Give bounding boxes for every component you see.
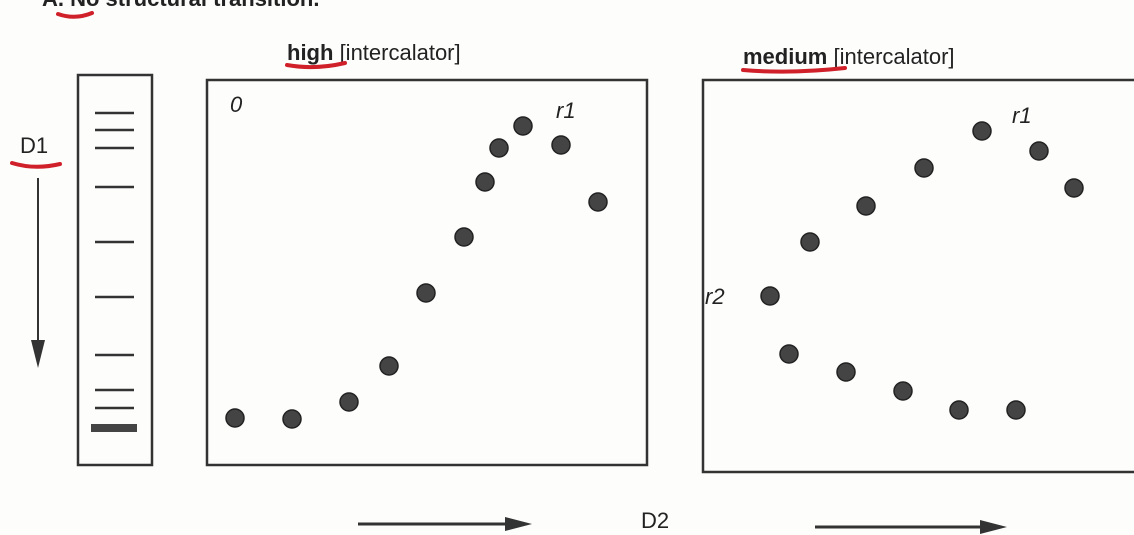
gel-lane (78, 75, 152, 465)
spots (226, 117, 1083, 428)
panel-title-text: [intercalator] (340, 40, 461, 65)
panel-title: medium [intercalator] (743, 44, 955, 69)
spot (552, 136, 570, 154)
point-label: 0 (230, 92, 243, 117)
spot (1030, 142, 1048, 160)
d1-arrowhead (31, 340, 45, 368)
bands (91, 113, 137, 432)
spot (490, 139, 508, 157)
spot (801, 233, 819, 251)
band (91, 424, 137, 432)
spot (761, 287, 779, 305)
panel-title: high [intercalator] (287, 40, 461, 65)
panel-emphasis: medium (743, 44, 827, 69)
spot (283, 410, 301, 428)
panel-frame (703, 80, 1134, 472)
spot (837, 363, 855, 381)
spot (915, 159, 933, 177)
point-label: r1 (1012, 103, 1032, 128)
spot (514, 117, 532, 135)
spot (973, 122, 991, 140)
spot (476, 173, 494, 191)
panel-emphasis: high (287, 40, 333, 65)
spot (1007, 401, 1025, 419)
panel-frame (207, 80, 647, 465)
spot (589, 193, 607, 211)
figure: A. No structural transition. D1 high [in… (0, 0, 1134, 535)
d2-arrowhead (505, 517, 532, 531)
point-label: r1 (556, 98, 576, 123)
spot (340, 393, 358, 411)
highlight (58, 13, 92, 17)
header-title: A. No structural transition. (42, 0, 319, 11)
spot (857, 197, 875, 215)
spot (1065, 179, 1083, 197)
spot (226, 409, 244, 427)
spot (417, 284, 435, 302)
panel-title-text: [intercalator] (833, 44, 954, 69)
spot (950, 401, 968, 419)
spot (455, 228, 473, 246)
d1-label: D1 (20, 133, 48, 158)
highlight (12, 163, 60, 167)
d2-label: D2 (641, 508, 669, 533)
point-label: r2 (705, 284, 725, 309)
spot (380, 357, 398, 375)
d2-arrowhead (980, 520, 1007, 534)
spot (894, 382, 912, 400)
spot (780, 345, 798, 363)
